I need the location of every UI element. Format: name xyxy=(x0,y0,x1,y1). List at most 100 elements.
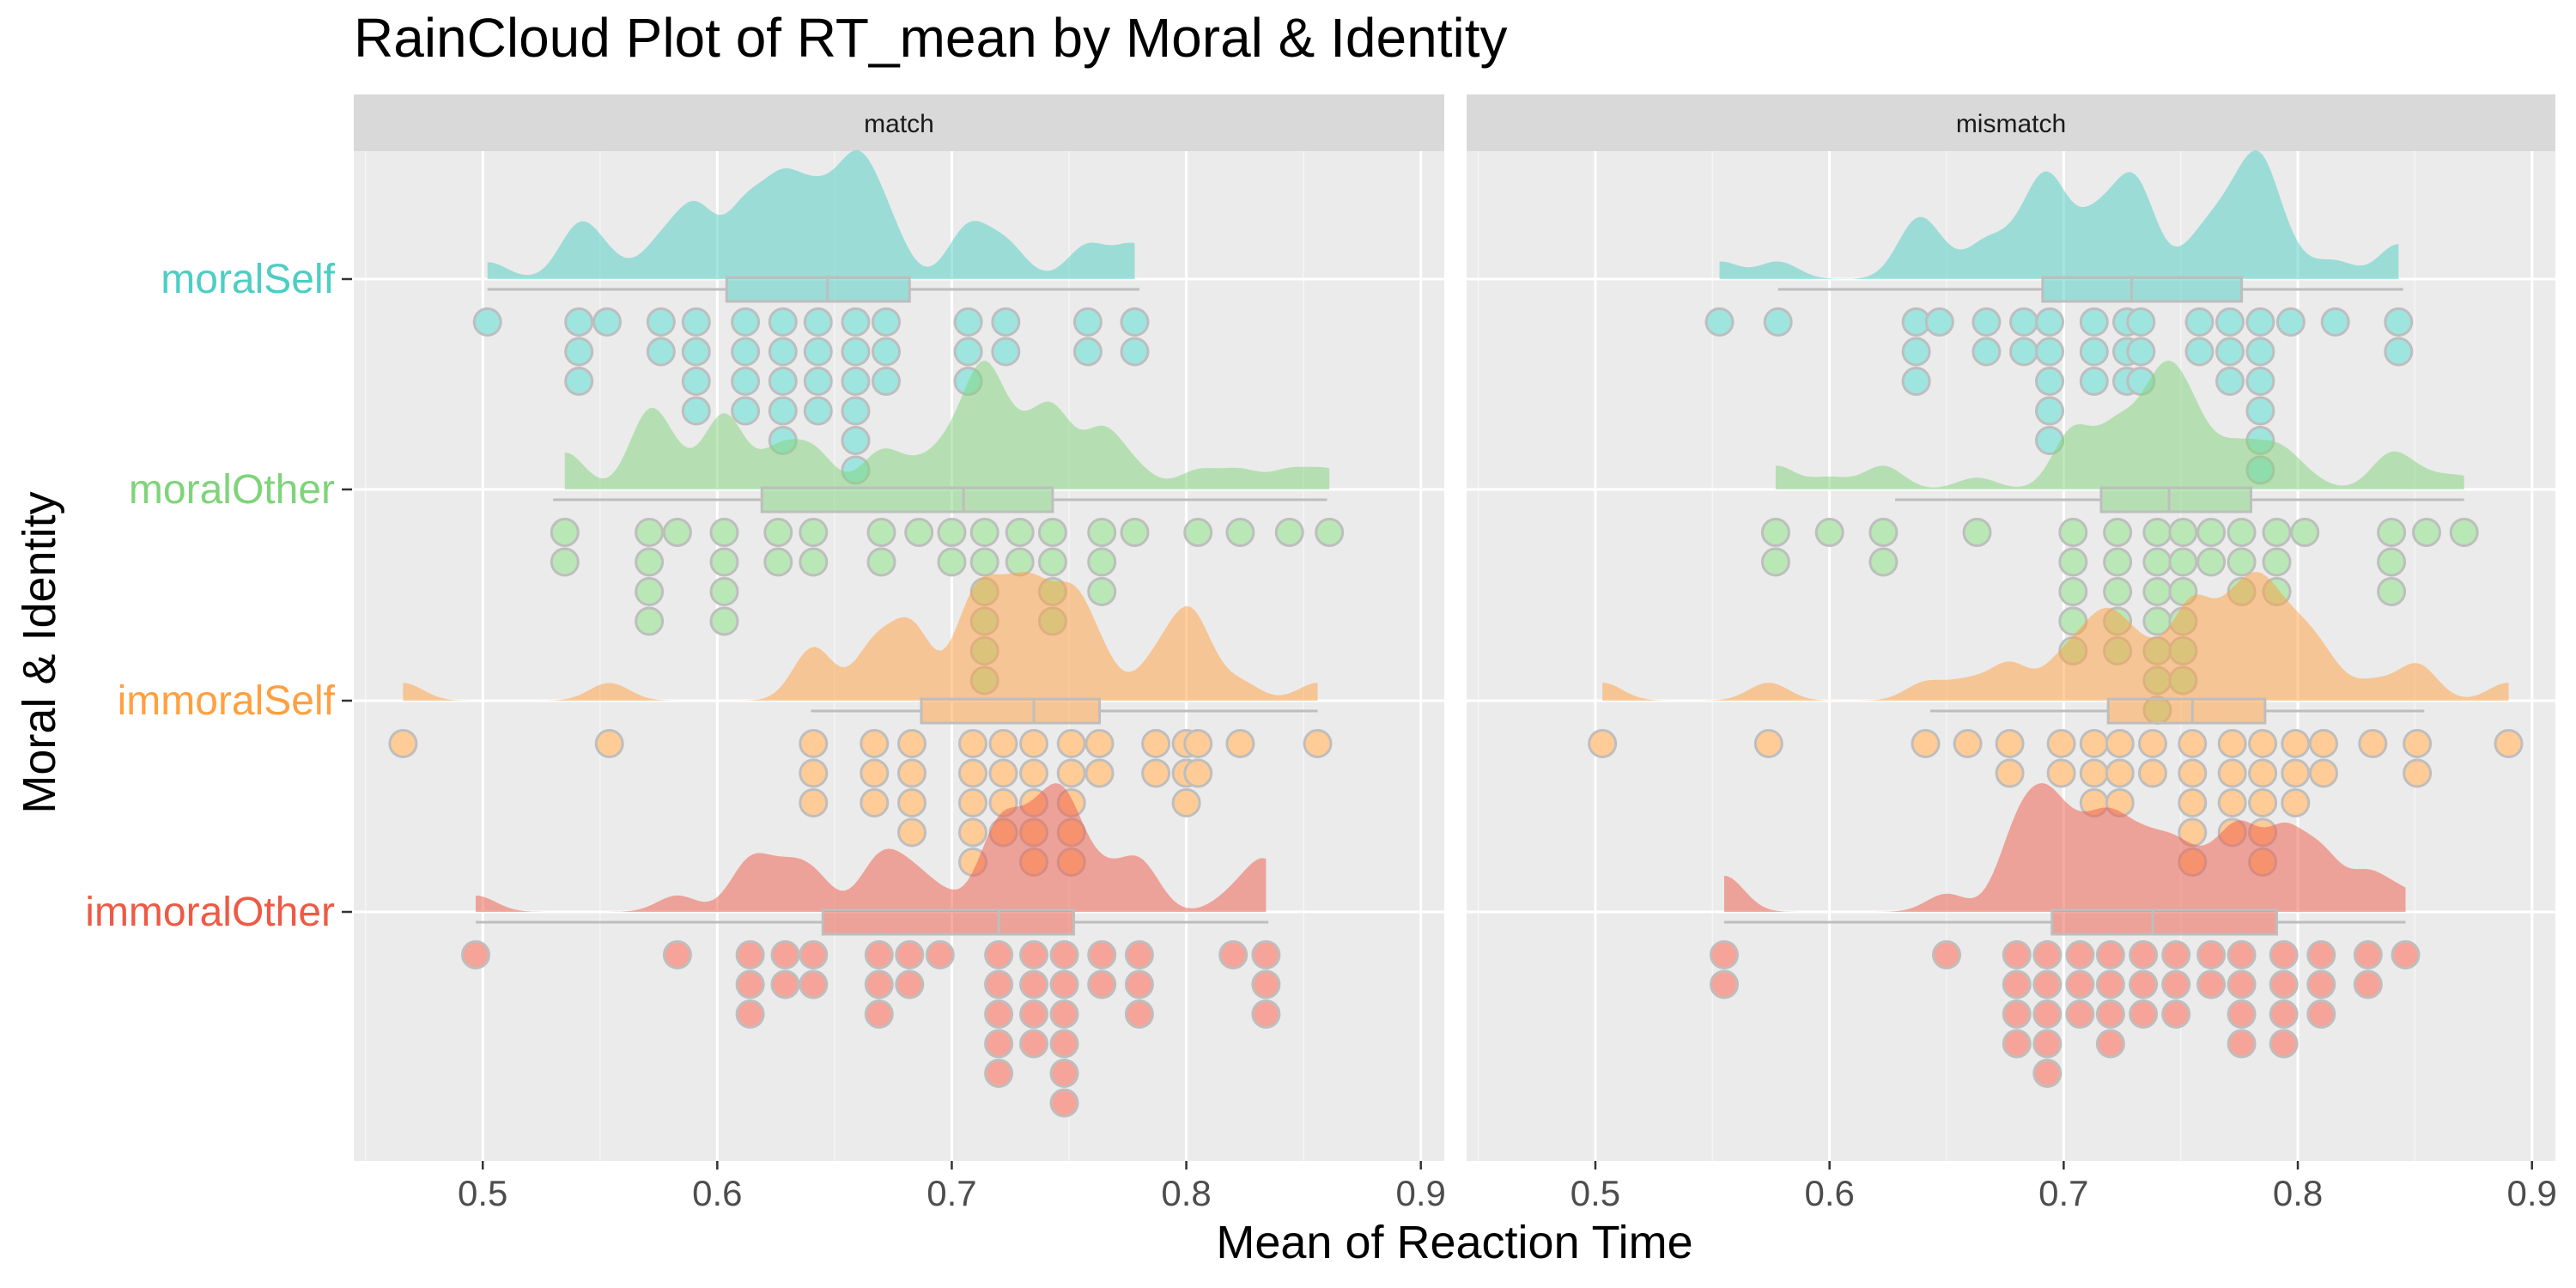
data-point xyxy=(2032,1029,2063,1059)
data-point xyxy=(1084,758,1115,788)
data-point xyxy=(2161,999,2191,1029)
data-point xyxy=(472,307,502,337)
data-point xyxy=(2129,999,2159,1029)
data-point xyxy=(866,518,896,547)
data-point xyxy=(2178,729,2208,758)
data-point xyxy=(1124,999,1154,1029)
data-point xyxy=(864,999,894,1029)
data-point xyxy=(2002,969,2032,999)
raincloud-immoralOther xyxy=(1710,783,2421,1088)
data-point xyxy=(2196,940,2227,969)
data-point xyxy=(2217,729,2247,758)
data-point xyxy=(1183,729,1213,758)
data-point xyxy=(1037,518,1067,547)
facet-panel-match: match 0.5 0.6 0.7 0.8 0.9 xyxy=(354,94,1446,1213)
data-point xyxy=(1087,577,1117,606)
density-cloud xyxy=(487,150,1135,279)
data-point xyxy=(803,307,833,337)
data-point xyxy=(1814,518,1844,547)
data-point xyxy=(2002,940,2032,969)
data-point xyxy=(2281,729,2311,758)
data-point xyxy=(925,940,955,969)
data-point xyxy=(388,729,418,758)
data-point xyxy=(1087,518,1117,547)
data-point xyxy=(1710,940,1739,969)
y-axis: moralSelf moralOther immoralSelf immoralOth… xyxy=(85,257,352,935)
data-point xyxy=(841,426,871,455)
data-point xyxy=(2245,396,2275,426)
density-cloud xyxy=(403,572,1318,701)
data-point xyxy=(2168,518,2198,547)
data-point xyxy=(2032,940,2063,969)
data-point xyxy=(2184,307,2215,337)
data-point xyxy=(2262,547,2292,577)
box-iqr xyxy=(2099,486,2253,513)
facet-panel-mismatch: mismatch 0.5 0.6 0.7 0.8 0.9 xyxy=(1467,94,2557,1213)
box-iqr xyxy=(725,276,911,303)
data-point xyxy=(2196,518,2227,547)
data-point xyxy=(866,547,896,577)
data-point xyxy=(1588,729,1618,758)
data-point xyxy=(799,547,829,577)
data-point xyxy=(461,940,490,969)
data-point xyxy=(1037,547,1067,577)
data-point xyxy=(1183,758,1213,788)
data-point xyxy=(646,337,676,367)
box-iqr xyxy=(920,697,1102,725)
data-point xyxy=(984,999,1014,1029)
data-point xyxy=(2245,337,2275,367)
data-point xyxy=(1056,729,1086,758)
data-point xyxy=(803,337,833,367)
data-point xyxy=(1005,547,1035,577)
data-point xyxy=(1225,518,1255,547)
data-point xyxy=(1225,729,1255,758)
data-point xyxy=(1049,969,1079,999)
data-point xyxy=(709,577,739,606)
chart-title: RainCloud Plot of RT_mean by Moral & Ide… xyxy=(354,7,1507,69)
data-point xyxy=(1049,1029,1079,1059)
data-point xyxy=(1019,1029,1048,1059)
x-tick-label: 0.6 xyxy=(692,1173,742,1213)
box-iqr xyxy=(2041,276,2244,303)
data-point xyxy=(841,307,871,337)
data-point xyxy=(895,969,925,999)
data-point xyxy=(2353,969,2383,999)
data-point xyxy=(635,577,665,606)
data-point xyxy=(2262,518,2292,547)
data-point xyxy=(1049,999,1079,1029)
data-point xyxy=(937,518,967,547)
data-point xyxy=(2269,999,2299,1029)
density-cloud xyxy=(476,783,1267,912)
data-point xyxy=(1124,969,1154,999)
data-point xyxy=(709,547,739,577)
data-point xyxy=(860,729,890,758)
data-point xyxy=(1218,940,1249,969)
data-point xyxy=(2095,940,2125,969)
box-iqr xyxy=(821,908,1075,936)
data-point xyxy=(731,396,761,426)
data-point xyxy=(2248,758,2278,788)
data-point xyxy=(2032,1059,2063,1088)
data-point xyxy=(564,307,594,337)
data-point xyxy=(799,518,829,547)
data-point xyxy=(2079,337,2109,367)
data-point xyxy=(897,788,927,817)
data-point xyxy=(731,367,761,396)
data-point xyxy=(1753,729,1783,758)
density-cloud xyxy=(1724,783,2406,912)
data-point xyxy=(937,547,967,577)
data-point xyxy=(1120,307,1150,337)
data-point xyxy=(2403,729,2433,758)
data-point xyxy=(681,396,711,426)
data-point xyxy=(594,729,624,758)
density-cloud xyxy=(1775,361,2464,489)
data-point xyxy=(2275,307,2306,337)
data-point xyxy=(2035,396,2064,426)
data-point xyxy=(1710,969,1739,999)
data-point xyxy=(2142,577,2172,606)
data-point xyxy=(2412,518,2441,547)
data-point xyxy=(2358,729,2388,758)
data-point xyxy=(2215,337,2245,367)
data-point xyxy=(662,940,692,969)
data-point xyxy=(1005,518,1035,547)
